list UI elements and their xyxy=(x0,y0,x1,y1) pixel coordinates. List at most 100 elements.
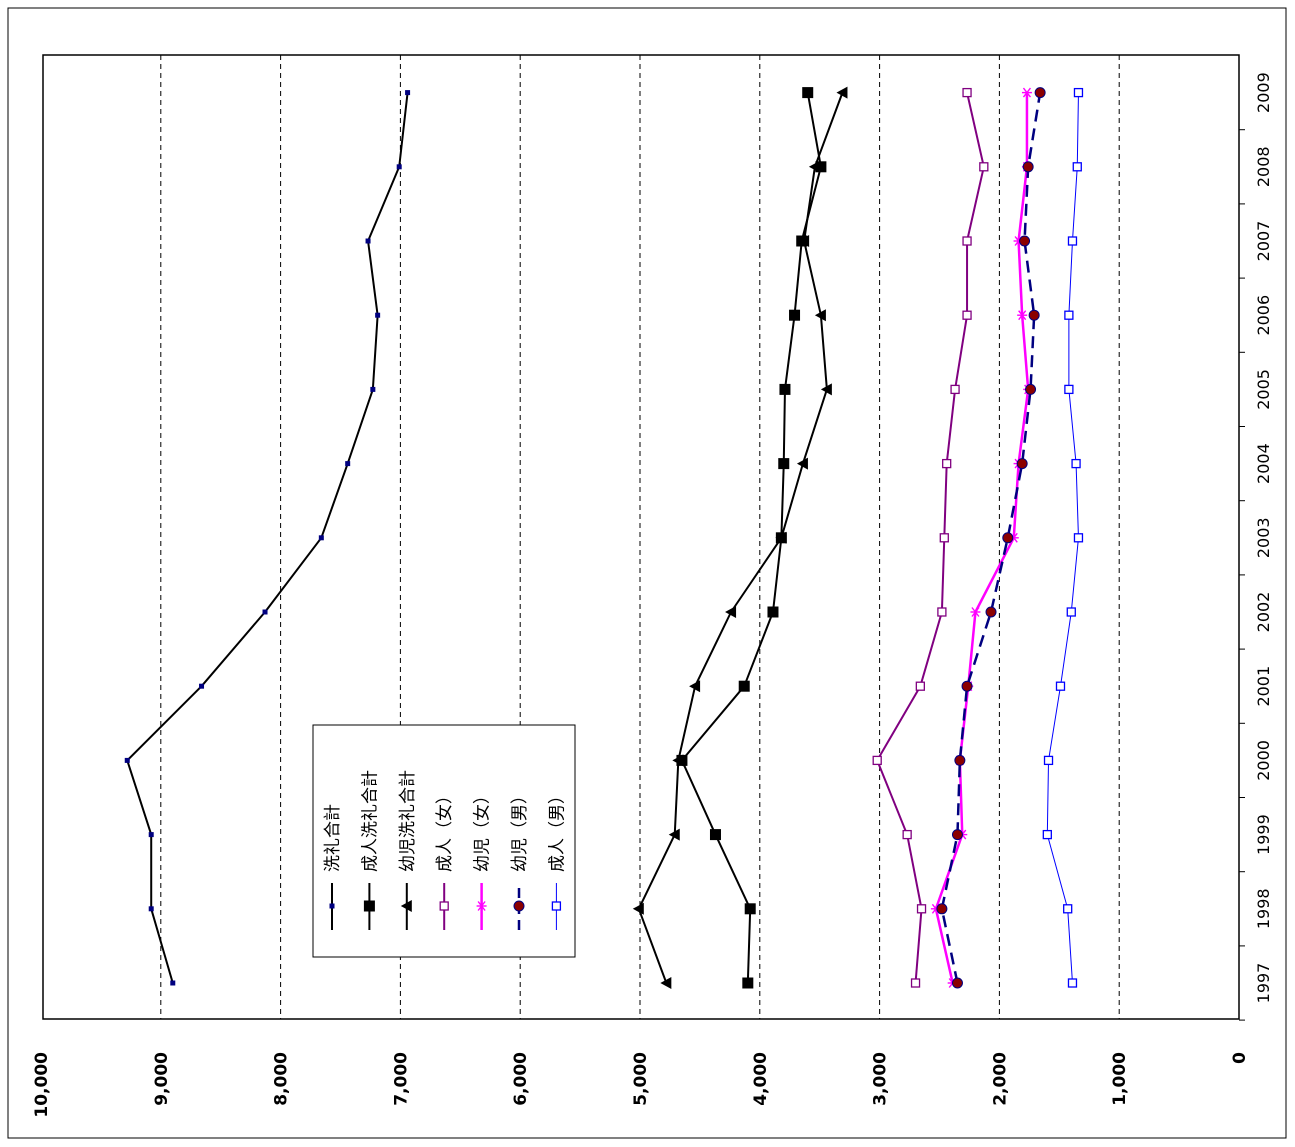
data-point xyxy=(1028,309,1040,321)
x-tick-label: 2002 xyxy=(1254,592,1273,633)
legend-label: 幼児（男） xyxy=(510,787,530,872)
data-point xyxy=(725,606,737,618)
series-lines xyxy=(124,86,1084,989)
data-point xyxy=(170,980,176,986)
data-point xyxy=(513,900,525,912)
y-axis-tick-labels: 0 1,000 2,000 3,000 4,000 5,000 6,000 7,000 8,00… xyxy=(32,1052,1250,1118)
data-point xyxy=(1017,310,1028,321)
data-point xyxy=(961,680,973,692)
data-point xyxy=(1022,161,1034,173)
data-point xyxy=(1043,755,1054,766)
data-point xyxy=(779,383,791,395)
data-point xyxy=(476,901,487,911)
data-point xyxy=(1073,533,1084,543)
y-tick-label: 9,000 xyxy=(152,1052,172,1106)
y-tick-label: 1,000 xyxy=(1110,1052,1130,1106)
legend: 洗礼合計 成人洗礼合計 幼児洗礼合計 成人（女） 幼児（女） 幼児（男） 成人（男） xyxy=(312,724,576,958)
data-point xyxy=(915,681,925,691)
data-point xyxy=(1071,458,1081,469)
data-point xyxy=(396,164,402,170)
data-point xyxy=(1055,681,1066,691)
data-point xyxy=(262,609,268,615)
legend-item: 成人（男） xyxy=(547,787,567,930)
legend-label: 成人（女） xyxy=(435,787,455,872)
data-point xyxy=(738,680,750,692)
data-point xyxy=(1064,384,1074,395)
x-tick-label: 2005 xyxy=(1254,369,1273,410)
data-point xyxy=(939,533,949,543)
y-tick-label: 4,000 xyxy=(751,1052,771,1106)
data-point xyxy=(1067,978,1078,988)
data-point xyxy=(979,162,989,172)
data-point xyxy=(632,902,644,915)
x-tick-label: 2009 xyxy=(1254,72,1273,113)
data-point xyxy=(962,87,972,98)
data-point xyxy=(1002,532,1014,544)
data-point xyxy=(742,977,754,989)
data-point xyxy=(439,901,449,911)
plot-area xyxy=(42,54,1240,1020)
data-point xyxy=(985,606,997,618)
data-point xyxy=(709,829,721,841)
data-point xyxy=(370,386,376,392)
legend-item: 成人洗礼合計 xyxy=(360,770,380,930)
legend-label: 成人（男） xyxy=(547,787,567,872)
data-point xyxy=(910,978,921,988)
data-point xyxy=(1021,87,1032,98)
data-point xyxy=(318,535,324,541)
data-point xyxy=(936,903,948,915)
data-point xyxy=(1064,310,1074,320)
data-point xyxy=(345,461,351,467)
y-tick-label: 0 xyxy=(1230,1052,1250,1064)
data-point xyxy=(814,309,826,322)
data-point xyxy=(689,680,701,693)
series-1 xyxy=(124,90,411,986)
data-point xyxy=(1019,235,1031,247)
data-point xyxy=(1073,87,1084,98)
x-axis-tick-labels: 1997 1998 1999 2000 2001 2002 2003 2004 2005 2006… xyxy=(1239,72,1273,1021)
x-tick-label: 2001 xyxy=(1254,666,1273,707)
data-point xyxy=(962,236,972,246)
data-point xyxy=(789,309,801,321)
data-point xyxy=(124,757,130,763)
data-point xyxy=(363,900,375,912)
data-point xyxy=(951,977,963,989)
data-point xyxy=(942,458,952,469)
data-point xyxy=(820,383,832,396)
data-point xyxy=(1067,236,1078,246)
data-point xyxy=(962,310,972,320)
data-point xyxy=(836,86,848,99)
y-tick-label: 8,000 xyxy=(272,1052,292,1106)
legend-label: 幼児（女） xyxy=(473,787,493,872)
data-point xyxy=(815,161,827,173)
x-tick-label: 2000 xyxy=(1254,740,1273,781)
data-point xyxy=(951,829,963,841)
data-point xyxy=(1025,383,1037,395)
data-point xyxy=(798,235,810,247)
data-point xyxy=(405,90,411,96)
x-tick-label: 1997 xyxy=(1254,963,1273,1004)
legend-label: 成人洗礼合計 xyxy=(360,770,380,872)
data-point xyxy=(365,238,371,244)
data-point xyxy=(744,903,756,915)
series-6 xyxy=(936,87,1046,989)
series-4 xyxy=(872,87,989,988)
data-point xyxy=(400,900,412,912)
data-point xyxy=(937,607,947,617)
x-tick-label: 2003 xyxy=(1254,517,1273,558)
data-point xyxy=(551,901,562,911)
y-tick-label: 5,000 xyxy=(631,1052,651,1106)
data-point xyxy=(808,160,820,173)
legend-label: 洗礼合計 xyxy=(323,804,343,872)
legend-item: 成人（女） xyxy=(435,787,455,930)
legend-item: 洗礼合計 xyxy=(323,804,343,930)
data-point xyxy=(1016,458,1028,470)
data-point xyxy=(902,829,912,840)
y-tick-label: 3,000 xyxy=(871,1052,891,1106)
data-point xyxy=(660,977,672,989)
data-point xyxy=(1042,829,1052,840)
data-point xyxy=(872,755,882,766)
data-point xyxy=(668,828,680,841)
data-point xyxy=(775,531,787,544)
